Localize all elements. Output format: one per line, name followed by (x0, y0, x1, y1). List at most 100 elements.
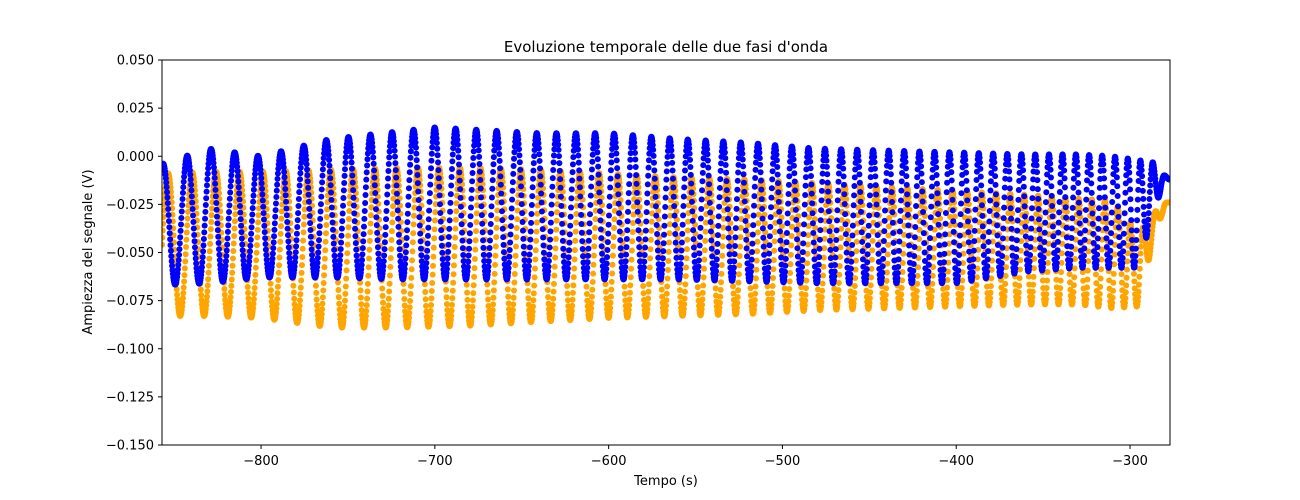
data-point (471, 273, 478, 280)
data-point (490, 161, 497, 168)
data-point (851, 174, 858, 181)
data-point (991, 165, 998, 172)
data-point (631, 139, 638, 146)
data-point (167, 247, 174, 254)
data-point (792, 197, 799, 204)
data-point (943, 296, 950, 303)
data-point (628, 247, 635, 254)
data-point (214, 227, 221, 234)
data-point (1053, 259, 1060, 266)
data-point (866, 192, 873, 199)
data-point (655, 207, 662, 214)
data-point (506, 253, 513, 260)
data-point (226, 195, 233, 202)
data-point (604, 239, 611, 246)
data-point (293, 243, 300, 250)
data-point (867, 174, 874, 181)
data-point (296, 302, 303, 309)
data-point (999, 235, 1006, 242)
data-point (176, 246, 183, 253)
data-point (1027, 244, 1034, 251)
data-point (338, 232, 345, 239)
data-point (671, 212, 678, 219)
data-point (253, 249, 260, 256)
data-point (633, 172, 640, 179)
data-point (700, 265, 707, 272)
data-point (538, 190, 545, 197)
data-point (724, 196, 731, 203)
data-point (281, 179, 288, 186)
data-point (330, 233, 337, 240)
data-point (817, 227, 824, 234)
data-point (1023, 218, 1030, 225)
data-point (802, 174, 809, 181)
data-point (957, 221, 964, 228)
data-point (510, 294, 517, 301)
data-point (709, 253, 716, 260)
data-point (469, 297, 476, 304)
data-point (467, 204, 474, 211)
data-point (998, 265, 1005, 272)
data-point (428, 287, 435, 294)
data-point (950, 228, 957, 235)
data-point (1015, 187, 1022, 194)
data-point (320, 287, 327, 294)
data-point (851, 289, 858, 296)
data-point (407, 148, 414, 155)
data-point (610, 243, 617, 250)
data-point (843, 249, 850, 256)
data-point (857, 188, 864, 195)
data-point (538, 199, 545, 206)
data-point (588, 305, 595, 312)
data-point (730, 264, 737, 271)
data-point (182, 251, 189, 258)
data-point (495, 144, 502, 151)
data-point (1136, 265, 1143, 272)
data-point (184, 215, 191, 222)
data-point (1079, 269, 1086, 276)
data-point (905, 232, 912, 239)
data-point (920, 219, 927, 226)
data-point (1123, 274, 1130, 281)
data-point (348, 159, 355, 166)
data-point (1044, 269, 1051, 276)
data-point (307, 233, 314, 240)
data-point (663, 185, 669, 192)
data-point (533, 237, 540, 244)
data-point (231, 218, 238, 225)
data-point (980, 233, 987, 240)
data-point (427, 173, 434, 180)
data-point (528, 202, 535, 209)
data-point (606, 212, 613, 219)
data-point (203, 182, 210, 189)
data-point (1118, 279, 1125, 286)
data-point (337, 252, 344, 259)
data-point (188, 181, 195, 188)
data-point (949, 186, 956, 193)
data-point (248, 218, 255, 224)
data-point (478, 203, 485, 210)
data-point (970, 263, 977, 270)
data-point (179, 295, 186, 302)
data-point (878, 274, 885, 281)
data-point (868, 265, 875, 272)
data-point (883, 269, 890, 276)
data-point (874, 222, 881, 229)
data-point (435, 167, 442, 174)
data-point (549, 192, 556, 199)
data-point (684, 227, 691, 234)
data-point (719, 243, 726, 250)
data-point (304, 166, 310, 173)
data-point (1027, 251, 1034, 258)
data-point (790, 162, 797, 169)
data-point (683, 255, 690, 262)
data-point (593, 138, 600, 145)
data-point (971, 227, 978, 234)
data-point (558, 211, 565, 218)
data-point (443, 294, 450, 301)
data-point (871, 159, 878, 166)
data-point (977, 165, 984, 172)
data-point (327, 182, 334, 189)
data-point (403, 235, 410, 242)
data-point (314, 307, 321, 314)
